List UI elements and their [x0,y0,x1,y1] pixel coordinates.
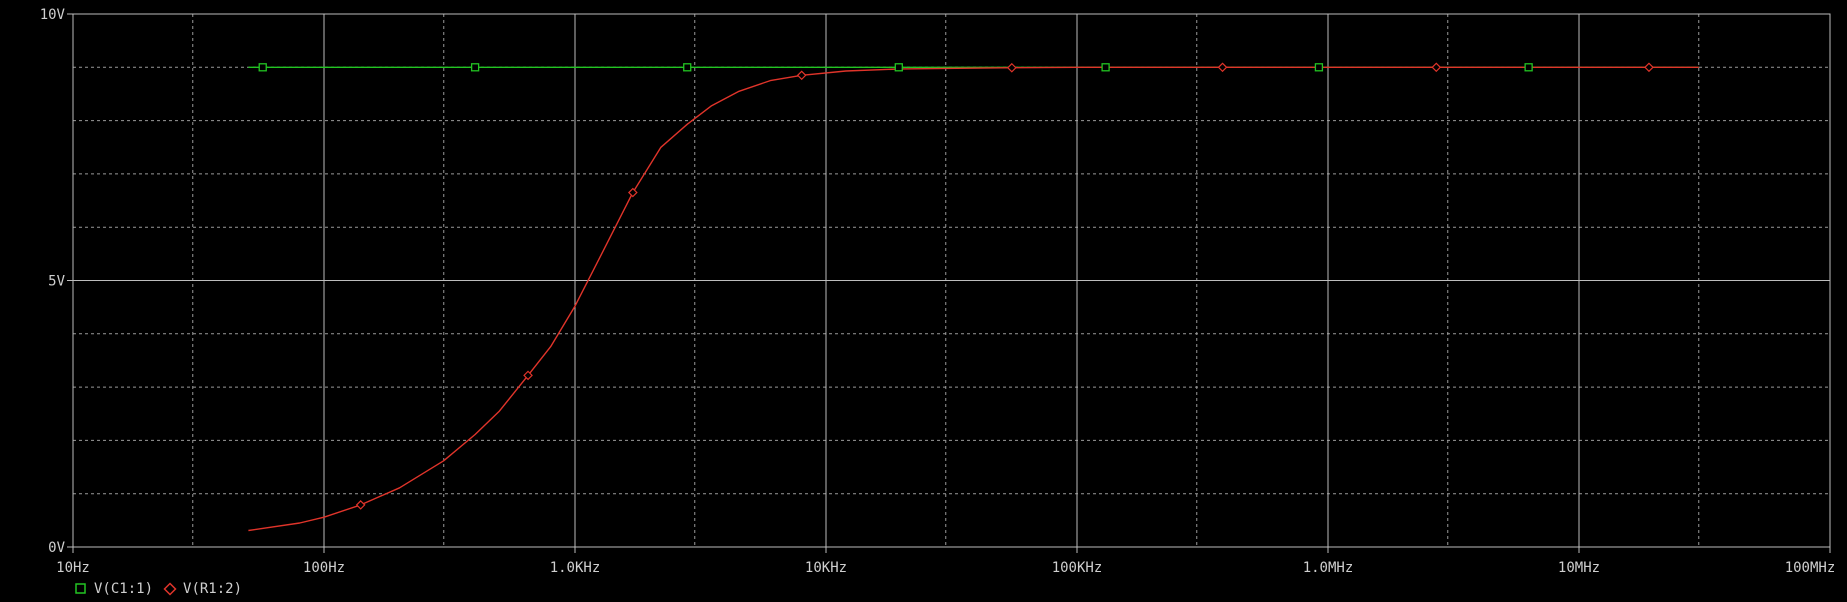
data-point-vc1 [894,63,903,72]
data-point-vc1 [258,63,267,72]
data-point-vr1 [355,500,366,510]
legend-entry-vr1[interactable]: V(R1:2) [163,581,242,597]
x-tick-label: 10Hz [56,560,90,576]
x-tick-label: 100MHz [1785,560,1836,576]
data-point-vr1 [1217,62,1228,73]
legend: V(C1:1) V(R1:2) [74,580,252,598]
y-tick-label: 10V [40,7,66,23]
x-tick-label: 100Hz [303,560,345,576]
x-tick-label: 100KHz [1052,560,1103,576]
data-point-vr1 [627,187,638,198]
data-point-vr1 [1644,62,1654,73]
x-tick-label: 1.0KHz [550,560,601,576]
y-tick-label: 0V [48,540,65,556]
y-tick-label: 5V [48,274,65,290]
square-marker-icon [75,583,86,594]
data-point-vr1 [796,70,807,81]
x-tick-label: 1.0MHz [1303,560,1354,576]
legend-entry-vc1[interactable]: V(C1:1) [74,581,153,597]
data-point-vc1 [470,63,480,72]
data-point-vc1 [1101,63,1110,72]
diamond-marker-icon [163,582,177,596]
x-tick-label: 10MHz [1558,560,1600,576]
data-point-vr1 [1006,62,1017,73]
data-point-vc1 [1314,63,1324,72]
data-point-vr1 [523,370,533,381]
legend-label-vc1: V(C1:1) [94,581,154,597]
data-point-vr1 [1431,62,1442,73]
x-tick-label: 10KHz [805,560,847,576]
data-point-vc1 [683,63,692,72]
legend-label-vr1: V(R1:2) [183,581,243,597]
data-point-vc1 [1524,63,1533,72]
series-line-vr1 [248,66,1699,532]
